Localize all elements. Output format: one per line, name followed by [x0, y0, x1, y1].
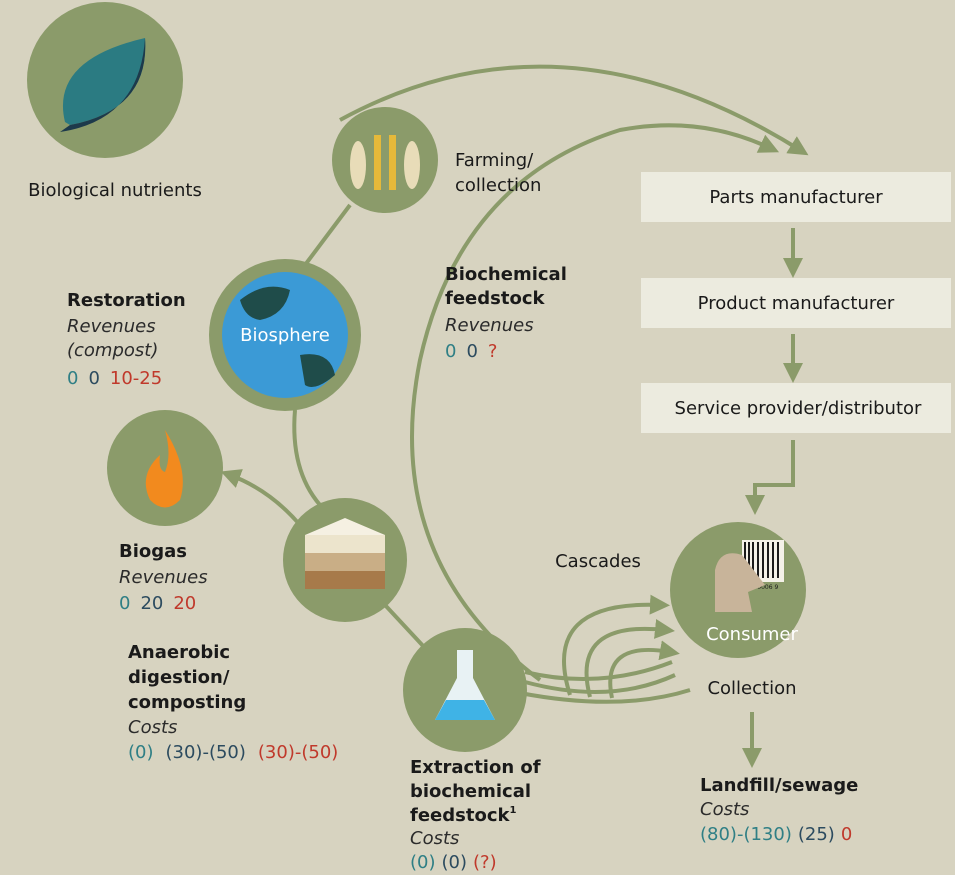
value: (0): [410, 852, 436, 873]
value: 0: [88, 368, 99, 389]
stage-title: composting: [128, 692, 246, 713]
value: 0: [119, 593, 130, 614]
stage-kind: Revenues: [67, 316, 156, 337]
cascade-loop: [584, 619, 675, 698]
value: (80)-(130): [700, 824, 792, 845]
value: 0: [466, 341, 477, 362]
chain-label: Service provider/distributor: [675, 398, 922, 419]
wheat-icon: [389, 135, 396, 190]
value: 20: [140, 593, 163, 614]
consumer-label: Consumer: [706, 624, 798, 645]
value: 0: [841, 824, 852, 845]
biosphere-label: Biosphere: [240, 325, 330, 346]
value: (0): [442, 852, 468, 873]
stage-kind: Costs: [128, 717, 177, 738]
flow-line: [303, 203, 352, 267]
stage-title: Landfill/sewage: [700, 775, 858, 796]
stage-title: Restoration: [67, 290, 186, 311]
stage-kind: Revenues: [119, 567, 208, 588]
barcode-text: 33 0006 9: [748, 584, 779, 591]
farming-circle: [332, 107, 438, 213]
stage-kind: Costs: [700, 799, 749, 820]
soil-layer: [305, 553, 385, 571]
stage-values: 0 0 10-25: [67, 368, 162, 389]
chain-arrow: [745, 440, 795, 515]
stage-values: (0) (0) (?): [410, 852, 497, 873]
value: (25): [798, 824, 835, 845]
stage-values: (80)-(130) (25) 0: [700, 824, 852, 845]
chain-box: [641, 278, 951, 328]
stage-kind: Costs: [410, 828, 459, 849]
value: 0: [67, 368, 78, 389]
value: (0): [128, 742, 154, 763]
stage-title: feedstock: [445, 288, 545, 309]
chain-box: [641, 172, 951, 222]
footnote: 1: [509, 805, 516, 816]
biogas-circle: [107, 410, 223, 526]
stage-values: 0 0?: [445, 341, 497, 362]
flow-line: [519, 688, 691, 704]
fish-icon: [350, 141, 366, 189]
flask-liquid: [435, 700, 495, 720]
head-icon: [715, 553, 765, 612]
flow-arrow: [220, 469, 302, 527]
farming-label: Farming/: [455, 150, 534, 171]
leaf-icon: [62, 38, 146, 125]
cascade-loop: [608, 640, 680, 699]
fish-icon: [404, 141, 420, 189]
stage-values: (0) (30)-(50) (30)-(50): [128, 742, 338, 763]
collection-label: Collection: [707, 678, 796, 699]
cascades-label: Cascades: [555, 551, 641, 572]
stage-title: digestion/: [128, 667, 230, 688]
flow-line: [524, 660, 673, 682]
chain-label: Product manufacturer: [698, 293, 895, 314]
stage-title: Biochemical: [445, 264, 567, 285]
stage-title: Extraction of: [410, 757, 541, 778]
legend-label: Biological nutrients: [28, 180, 202, 201]
value: 10-25: [110, 368, 162, 389]
flow-arc: [339, 64, 809, 156]
value: ?: [488, 341, 498, 362]
stage-title: Biogas: [119, 541, 187, 562]
flame-icon: [145, 430, 183, 508]
stage-title: Anaerobic: [128, 642, 230, 663]
value: (?): [473, 852, 497, 873]
stage-title: biochemical: [410, 781, 531, 802]
value: 0: [445, 341, 456, 362]
continent: [300, 354, 335, 388]
soil-layer: [305, 535, 385, 553]
wheat-icon: [374, 135, 381, 190]
title-line: feedstock: [410, 805, 510, 826]
flow-arc: [410, 123, 780, 682]
value: (30)-(50): [258, 742, 338, 763]
soil-layer: [305, 518, 385, 535]
flow-line: [292, 409, 322, 507]
stage-values: 0 20 20: [119, 593, 196, 614]
stage-title: feedstock1: [410, 805, 516, 826]
cascade-loop: [562, 594, 670, 696]
flow-line: [524, 673, 676, 694]
farming-label: collection: [455, 175, 541, 196]
value: (30)-(50): [166, 742, 246, 763]
stage-kind: Revenues: [445, 315, 534, 336]
stage-kind: (compost): [67, 340, 158, 361]
chain-box: [641, 383, 951, 433]
flow-line: [383, 603, 427, 650]
continent: [240, 286, 290, 320]
value: 20: [173, 593, 196, 614]
chain-label: Parts manufacturer: [709, 187, 883, 208]
soil-layer: [305, 571, 385, 589]
